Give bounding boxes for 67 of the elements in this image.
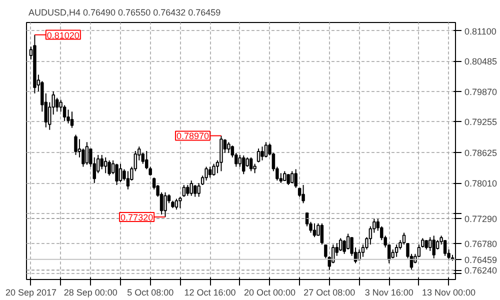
candlestick [242,154,246,175]
candlestick [424,240,428,250]
candlestick [428,236,432,252]
candlestick [302,184,305,204]
candlestick [74,134,78,156]
candlestick [212,163,216,176]
candlestick [256,148,260,163]
candlestick [260,146,264,161]
candlestick [220,135,223,172]
candlestick [85,142,89,166]
candlestick [126,170,130,190]
candlestick [432,235,436,259]
x-tick-label: 13 Nov 00:00 [422,288,476,298]
candlestick [320,222,324,246]
candlestick [178,196,182,209]
candlestick [227,142,230,154]
candlestick [346,233,350,250]
candlestick [246,156,249,168]
candlestick [115,163,118,186]
x-tick-label: 20 Oct 00:00 [244,288,296,298]
candlestick [100,154,104,170]
candlestick [324,244,328,259]
y-tick-label: 0.76780 [464,239,498,250]
candlestick [208,166,212,178]
candlestick [294,168,298,188]
candlestick [164,192,167,218]
ref-line-label: 0.76240 [464,266,498,276]
candlestick [443,240,447,256]
candlestick [190,180,194,196]
x-tick-label: 28 Sep 00:00 [64,288,118,298]
candlestick [174,198,178,210]
candlestick [66,109,70,124]
candlestick [108,160,111,176]
ref-line-label: 0.76459 [464,254,498,265]
x-tick-label: 27 Oct 08:00 [304,288,356,298]
chart-title: AUDUSD,H4 0.76490 0.76550 0.76432 0.76459 [28,8,221,18]
x-tick-label: 5 Oct 08:00 [127,288,174,298]
candlestick [358,248,361,261]
ref-line-label: 0.77290 [464,214,498,224]
candlestick [55,97,59,112]
candlestick [204,166,208,182]
y-tick-label: 0.79255 [464,117,498,128]
x-tick-label: 20 Sep 2017 [5,288,56,298]
x-tick-label: 12 Oct 16:00 [184,288,236,298]
candlestick [283,170,286,182]
candlestick [118,163,122,183]
y-tick-label: 0.79870 [464,86,498,97]
candlestick [305,212,309,227]
annotation: 0.81020 [46,30,80,40]
x-tick-label: 3 Nov 16:00 [364,288,414,298]
candlestick [182,184,186,198]
y-tick-label: 0.80485 [464,56,498,67]
candlestick [238,154,242,168]
candlestick [312,222,316,238]
y-tick-label: 0.78010 [464,178,498,188]
candlestick [104,156,108,174]
y-tick-label: 0.81100 [464,26,496,36]
candlestick [286,174,290,186]
candlestick [394,244,398,258]
candlestick [193,184,197,198]
candlestick [264,142,268,158]
annotation: 0.77320 [120,212,154,222]
candlestick [186,184,190,196]
candlestick [70,111,74,128]
candlestick [249,156,253,172]
y-tick-label: 0.78625 [464,148,498,158]
annotation: 0.78970 [176,131,210,142]
